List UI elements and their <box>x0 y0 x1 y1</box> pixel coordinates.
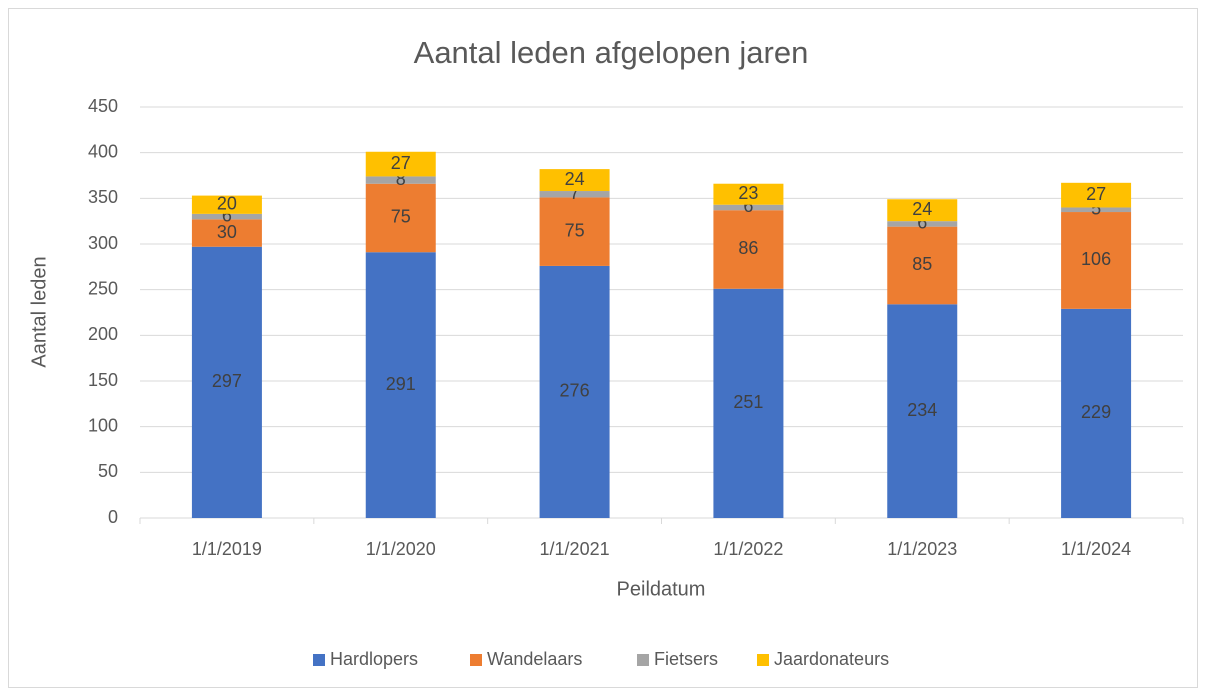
y-tick-label: 50 <box>98 461 118 481</box>
bar-segment <box>1061 212 1132 309</box>
data-label: 75 <box>391 207 411 227</box>
bar-segment <box>887 226 958 305</box>
legend-label: Hardlopers <box>330 649 418 669</box>
bar-segment <box>191 195 262 214</box>
data-label: 251 <box>733 392 763 412</box>
bar-segment <box>365 151 436 177</box>
bar-segment <box>191 219 262 247</box>
x-tick-label: 1/1/2023 <box>887 539 957 559</box>
legend-swatch <box>757 654 769 666</box>
data-label: 6 <box>743 196 753 216</box>
legend-swatch <box>313 654 325 666</box>
y-tick-label: 400 <box>88 141 118 161</box>
data-label: 6 <box>917 213 927 233</box>
bar-segment <box>1061 182 1132 208</box>
bar-segment <box>539 197 610 266</box>
bar-segment <box>1061 308 1132 518</box>
data-label: 23 <box>738 183 758 203</box>
bar-segment <box>713 183 784 205</box>
data-label: 6 <box>222 205 232 225</box>
data-label: 7 <box>570 183 580 203</box>
data-label: 27 <box>391 153 411 173</box>
data-label: 106 <box>1081 249 1111 269</box>
x-tick-label: 1/1/2021 <box>540 539 610 559</box>
data-label: 75 <box>565 220 585 240</box>
data-label: 276 <box>560 381 590 401</box>
legend-swatch <box>470 654 482 666</box>
bar-segment <box>887 199 958 222</box>
x-tick-label: 1/1/2024 <box>1061 539 1131 559</box>
x-axis-label: Peildatum <box>617 578 706 600</box>
bar-segment <box>191 246 262 519</box>
y-tick-label: 300 <box>88 233 118 253</box>
bar-segment <box>365 176 436 184</box>
data-label: 24 <box>565 169 585 189</box>
data-label: 86 <box>738 238 758 258</box>
y-tick-label: 250 <box>88 278 118 298</box>
bar-segment <box>539 265 610 518</box>
legend-swatch <box>637 654 649 666</box>
data-label: 30 <box>217 222 237 242</box>
y-tick-label: 350 <box>88 187 118 207</box>
bar-segment <box>1061 207 1132 213</box>
bar-segment <box>713 210 784 289</box>
data-label: 234 <box>907 400 937 420</box>
y-tick-label: 450 <box>88 96 118 116</box>
data-label: 20 <box>217 193 237 213</box>
chart-title: Aantal leden afgelopen jaren <box>414 35 809 70</box>
legend-label: Wandelaars <box>487 649 582 669</box>
y-tick-label: 100 <box>88 415 118 435</box>
data-label: 229 <box>1081 402 1111 422</box>
data-label: 291 <box>386 374 416 394</box>
legend-label: Jaardonateurs <box>774 649 889 669</box>
legend-label: Fietsers <box>654 649 718 669</box>
x-tick-label: 1/1/2019 <box>192 539 262 559</box>
bar-segment <box>887 304 958 518</box>
bar-segment <box>539 169 610 192</box>
data-label: 85 <box>912 254 932 274</box>
bar-segment <box>713 288 784 518</box>
data-label: 24 <box>912 199 932 219</box>
y-tick-label: 150 <box>88 370 118 390</box>
data-label: 8 <box>396 169 406 189</box>
data-label: 27 <box>1086 184 1106 204</box>
bar-segment <box>539 191 610 198</box>
bar-segment <box>365 252 436 518</box>
bar-segment <box>713 204 784 211</box>
y-tick-label: 200 <box>88 324 118 344</box>
y-tick-label: 0 <box>108 507 118 527</box>
x-tick-label: 1/1/2020 <box>366 539 436 559</box>
bar-segment <box>191 213 262 220</box>
x-tick-label: 1/1/2022 <box>713 539 783 559</box>
data-label: 297 <box>212 371 242 391</box>
bar-segment <box>887 221 958 227</box>
bar-segment <box>365 183 436 253</box>
data-label: 5 <box>1091 199 1101 219</box>
y-axis-label: Aantal leden <box>28 256 50 367</box>
